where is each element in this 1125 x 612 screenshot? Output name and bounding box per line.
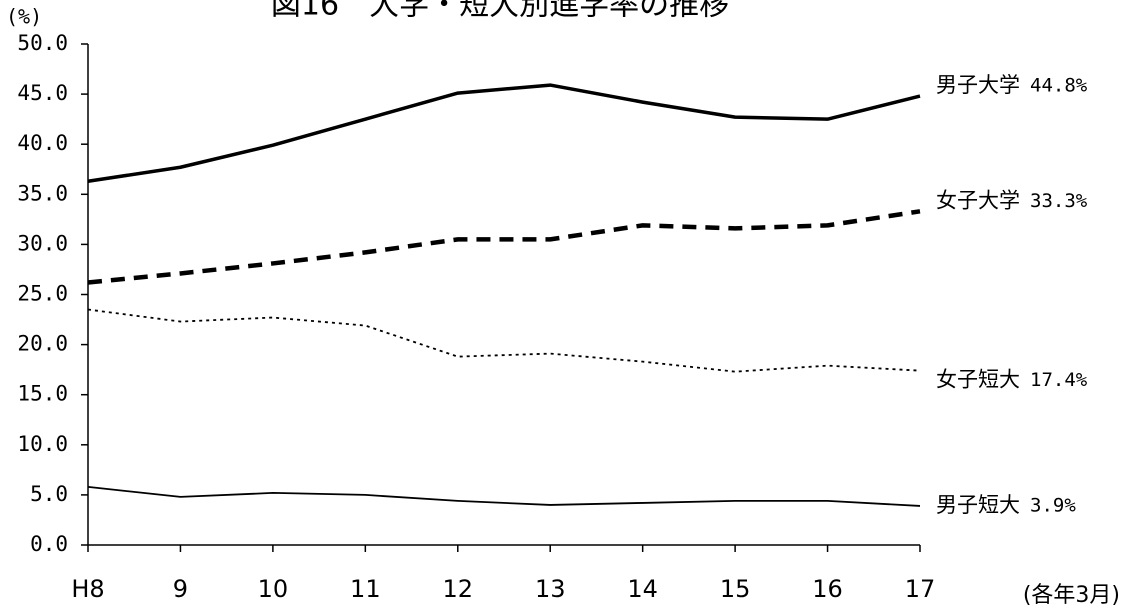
x-axis-label: (各年3月) <box>1023 583 1120 608</box>
legend-label: 女子大学 <box>936 188 1020 212</box>
legend-label: 男子大学 <box>936 73 1020 97</box>
y-tick-label: 25.0 <box>17 282 68 306</box>
x-tick-label: 17 <box>905 575 936 603</box>
value-label: 3.9% <box>1030 494 1076 516</box>
y-tick-label: 15.0 <box>17 382 68 406</box>
chart-title: 図16 大学・短大別進学率の推移 <box>271 0 729 23</box>
line-series <box>87 83 921 184</box>
y-tick-label: 30.0 <box>17 231 68 255</box>
line-series <box>87 209 921 285</box>
y-tick-label: 45.0 <box>17 81 68 105</box>
x-tick-label: H8 <box>71 575 104 603</box>
line-series <box>87 485 921 507</box>
y-tick-label: 50.0 <box>17 31 68 55</box>
x-tick-label: 10 <box>258 575 289 603</box>
x-tick-label: 16 <box>812 575 843 603</box>
x-tick-label: 9 <box>173 575 188 603</box>
value-label: 17.4% <box>1030 369 1088 391</box>
line-series <box>87 308 921 373</box>
y-tick-label: 10.0 <box>17 432 68 456</box>
y-axis-label: (%) <box>6 5 42 29</box>
y-tick-label: 35.0 <box>17 181 68 205</box>
x-tick-label: 15 <box>720 575 751 603</box>
x-tick-label: 14 <box>627 575 658 603</box>
legend-label: 男子短大 <box>936 493 1020 517</box>
value-label: 44.8% <box>1030 75 1088 97</box>
x-tick-label: 12 <box>443 575 474 603</box>
y-tick-label: 20.0 <box>17 332 68 356</box>
y-tick-label: 0.0 <box>30 532 68 556</box>
legend-label: 女子短大 <box>936 368 1020 392</box>
y-tick-label: 5.0 <box>30 482 68 506</box>
y-tick-label: 40.0 <box>17 131 68 155</box>
value-label: 33.3% <box>1030 190 1088 212</box>
x-tick-label: 13 <box>535 575 566 603</box>
x-tick-label: 11 <box>350 575 381 603</box>
